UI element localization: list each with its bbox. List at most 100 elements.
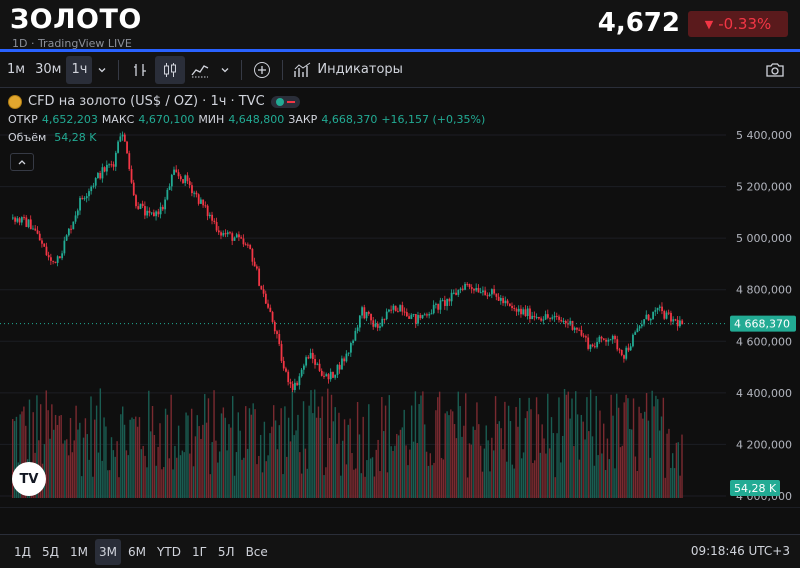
volume-bar bbox=[164, 408, 167, 498]
volume-bar bbox=[170, 394, 172, 498]
volume-bar bbox=[528, 397, 530, 498]
volume-bar bbox=[520, 458, 523, 498]
volume-bar bbox=[606, 438, 609, 498]
candle bbox=[296, 382, 299, 386]
volume-bar bbox=[155, 465, 157, 498]
range-6m-button[interactable]: 6М bbox=[128, 544, 147, 559]
volume-bar bbox=[278, 425, 281, 498]
volume-bar bbox=[459, 406, 461, 498]
range-3m-button[interactable]: 3М bbox=[95, 538, 122, 565]
candle bbox=[417, 315, 419, 324]
area-icon[interactable] bbox=[185, 56, 215, 84]
volume-bar bbox=[396, 433, 398, 498]
candle bbox=[448, 298, 451, 302]
range-1y-button[interactable]: 1Г bbox=[191, 544, 207, 559]
volume-bar bbox=[105, 426, 107, 498]
candle bbox=[289, 382, 292, 384]
candle bbox=[323, 375, 325, 377]
candle bbox=[338, 364, 341, 370]
volume-bar bbox=[323, 475, 325, 498]
indicators-button[interactable]: Индикаторы bbox=[289, 56, 408, 84]
plus-circle-icon[interactable] bbox=[248, 56, 276, 84]
volume-bar bbox=[107, 470, 109, 498]
candle bbox=[403, 311, 406, 313]
volume-bar bbox=[483, 448, 486, 498]
candle bbox=[582, 335, 585, 337]
interval-30m-button[interactable]: 30м bbox=[35, 62, 62, 77]
interval-1h-button[interactable]: 1ч bbox=[66, 55, 93, 84]
candle bbox=[43, 243, 46, 247]
volume-bar bbox=[470, 444, 473, 498]
candle bbox=[394, 305, 397, 312]
volume-bar bbox=[36, 395, 38, 498]
header: ЗОЛОТО 1D · TradingView LIVE 4,672 ▼ -0.… bbox=[0, 0, 800, 50]
candle bbox=[76, 210, 79, 216]
candle bbox=[634, 332, 637, 335]
range-1m-button[interactable]: 1М bbox=[70, 544, 89, 559]
collapse-legend-button[interactable] bbox=[10, 153, 34, 171]
price-chart[interactable]: 5 400,000 5 200,000 5 000,000 4 800,000 4 60… bbox=[0, 88, 800, 508]
candle bbox=[379, 326, 381, 328]
candle bbox=[235, 234, 238, 238]
volume-bar bbox=[517, 426, 519, 498]
market-status-pill[interactable] bbox=[270, 95, 300, 108]
volume-bar bbox=[84, 418, 87, 498]
candle bbox=[522, 309, 525, 315]
volume-bar bbox=[547, 393, 549, 498]
tradingview-logo[interactable]: TV bbox=[12, 462, 46, 496]
chevron-down-icon[interactable] bbox=[215, 56, 235, 84]
chart-area[interactable]: 5 400,000 5 200,000 5 000,000 4 800,000 4 60… bbox=[0, 88, 800, 508]
volume-bar bbox=[237, 412, 239, 498]
range-1d-button[interactable]: 1Д bbox=[14, 544, 32, 559]
volume-bar bbox=[334, 407, 336, 498]
candle bbox=[128, 153, 131, 170]
volume-bar bbox=[287, 417, 290, 498]
range-ytd-button[interactable]: YTD bbox=[157, 544, 181, 559]
candle bbox=[571, 320, 574, 330]
y-tick-label: 5 000,000 bbox=[736, 232, 792, 245]
instrument-title: ЗОЛОТО bbox=[10, 4, 142, 35]
camera-icon[interactable] bbox=[760, 56, 790, 84]
clock[interactable]: 09:18:46 UTC+3 bbox=[690, 544, 790, 558]
volume-bar bbox=[671, 453, 674, 498]
range-bar: 1Д 5Д 1М 3М 6М YTD 1Г 5Л Все 09:18:46 UT… bbox=[0, 534, 800, 568]
volume-bar bbox=[327, 388, 329, 498]
volume-bar bbox=[647, 420, 650, 498]
volume-bar bbox=[420, 395, 422, 498]
candle bbox=[562, 321, 565, 323]
candle bbox=[555, 315, 558, 317]
candle bbox=[589, 344, 592, 349]
candle bbox=[38, 233, 41, 241]
candles-icon[interactable] bbox=[155, 55, 186, 84]
candle bbox=[430, 313, 433, 315]
volume-bar bbox=[69, 417, 72, 498]
candle bbox=[627, 347, 630, 351]
range-5y-button[interactable]: 5Л bbox=[217, 544, 235, 559]
volume-bar bbox=[256, 464, 258, 498]
candle bbox=[253, 261, 256, 267]
range-5d-button[interactable]: 5Д bbox=[42, 544, 60, 559]
candle bbox=[435, 303, 437, 305]
volume-bar bbox=[416, 443, 418, 498]
candle bbox=[392, 305, 395, 310]
bars-icon[interactable] bbox=[125, 56, 155, 84]
candle bbox=[526, 308, 529, 317]
volume-bar bbox=[97, 452, 100, 498]
volume-bar bbox=[286, 456, 288, 498]
interval-1m-button[interactable]: 1м bbox=[7, 62, 26, 77]
volume-bar bbox=[157, 446, 159, 498]
volume-bar bbox=[362, 416, 364, 498]
candle bbox=[670, 312, 672, 322]
candle bbox=[334, 374, 337, 378]
candle bbox=[300, 369, 303, 377]
volume-bar bbox=[174, 445, 176, 498]
volume-bar bbox=[632, 398, 635, 498]
candle bbox=[255, 266, 258, 269]
volume-bar bbox=[135, 416, 137, 498]
candle bbox=[206, 205, 209, 217]
volume-bar bbox=[368, 404, 370, 498]
volume-bar bbox=[487, 440, 489, 498]
chevron-down-icon[interactable] bbox=[92, 56, 112, 84]
candle bbox=[267, 303, 269, 308]
range-all-button[interactable]: Все bbox=[245, 544, 268, 559]
